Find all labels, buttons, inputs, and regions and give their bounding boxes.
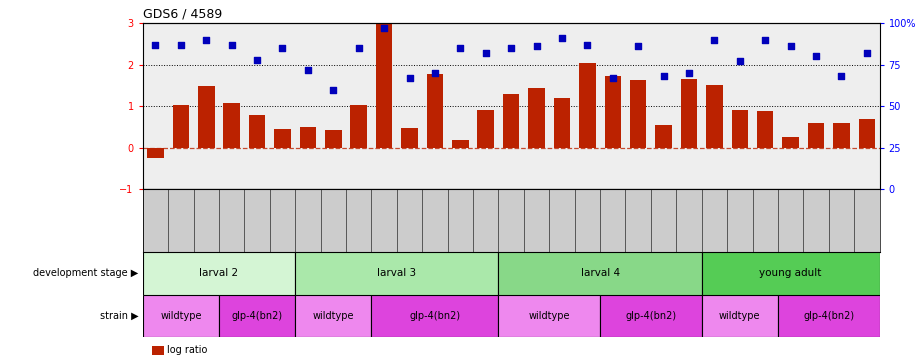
Point [707,37,722,42]
Point [478,50,493,56]
Point [453,45,468,51]
Point [148,42,163,47]
Point [275,45,290,51]
Bar [702,295,778,337]
Bar [834,123,850,148]
Bar [681,79,697,148]
Bar [579,62,596,148]
Point [351,45,366,51]
Bar [529,87,545,148]
Bar [498,252,702,295]
Text: GDS6 / 4589: GDS6 / 4589 [143,7,222,21]
Point [657,74,671,79]
Bar [143,252,296,295]
Point [554,35,569,41]
Bar [452,140,469,148]
Text: development stage ▶: development stage ▶ [33,268,138,278]
Bar [600,295,702,337]
Bar [731,110,748,148]
Bar [630,80,647,148]
Point [580,42,595,47]
Point [809,54,823,59]
Bar [702,252,880,295]
Point [173,42,188,47]
Point [250,57,264,62]
Point [682,70,696,76]
Text: glp-4(bn2): glp-4(bn2) [409,311,460,321]
Bar [554,98,570,148]
Bar [477,110,494,148]
Bar [604,76,621,148]
Bar [402,128,418,148]
Bar [426,74,443,148]
Point [631,44,646,49]
Bar [778,295,880,337]
Point [859,50,874,56]
Bar [371,295,498,337]
Bar [274,129,291,148]
Text: glp-4(bn2): glp-4(bn2) [231,311,283,321]
Point [377,25,391,31]
Point [605,75,620,81]
Bar [656,125,671,148]
Text: glp-4(bn2): glp-4(bn2) [803,311,855,321]
Point [300,67,315,72]
Bar [325,130,342,148]
Bar [172,105,189,148]
Bar [224,103,240,148]
Text: wildtype: wildtype [312,311,354,321]
Bar [498,295,600,337]
Bar [376,23,392,148]
Text: wildtype: wildtype [719,311,761,321]
Point [199,37,214,42]
Point [758,37,773,42]
Bar [296,295,371,337]
Text: log ratio: log ratio [167,345,207,355]
Point [834,74,849,79]
Text: larval 3: larval 3 [378,268,416,278]
Bar [808,123,824,148]
Bar [503,94,519,148]
Text: wildtype: wildtype [160,311,202,321]
Text: glp-4(bn2): glp-4(bn2) [625,311,676,321]
Bar [296,252,498,295]
Text: larval 4: larval 4 [580,268,620,278]
Point [402,75,417,81]
Point [504,45,519,51]
Bar [299,127,316,148]
Text: young adult: young adult [760,268,822,278]
Point [326,87,341,92]
Point [530,44,544,49]
Point [427,70,442,76]
Text: wildtype: wildtype [529,311,570,321]
Bar [706,85,723,148]
Text: larval 2: larval 2 [200,268,239,278]
Bar [143,295,219,337]
Point [732,59,747,64]
Bar [757,111,774,148]
Bar [249,115,265,148]
Point [225,42,239,47]
Bar [147,148,164,158]
Point [783,44,798,49]
Bar [782,137,799,148]
Bar [858,119,875,148]
Text: strain ▶: strain ▶ [99,311,138,321]
Bar [219,295,296,337]
Bar [198,86,215,148]
Bar [351,105,367,148]
